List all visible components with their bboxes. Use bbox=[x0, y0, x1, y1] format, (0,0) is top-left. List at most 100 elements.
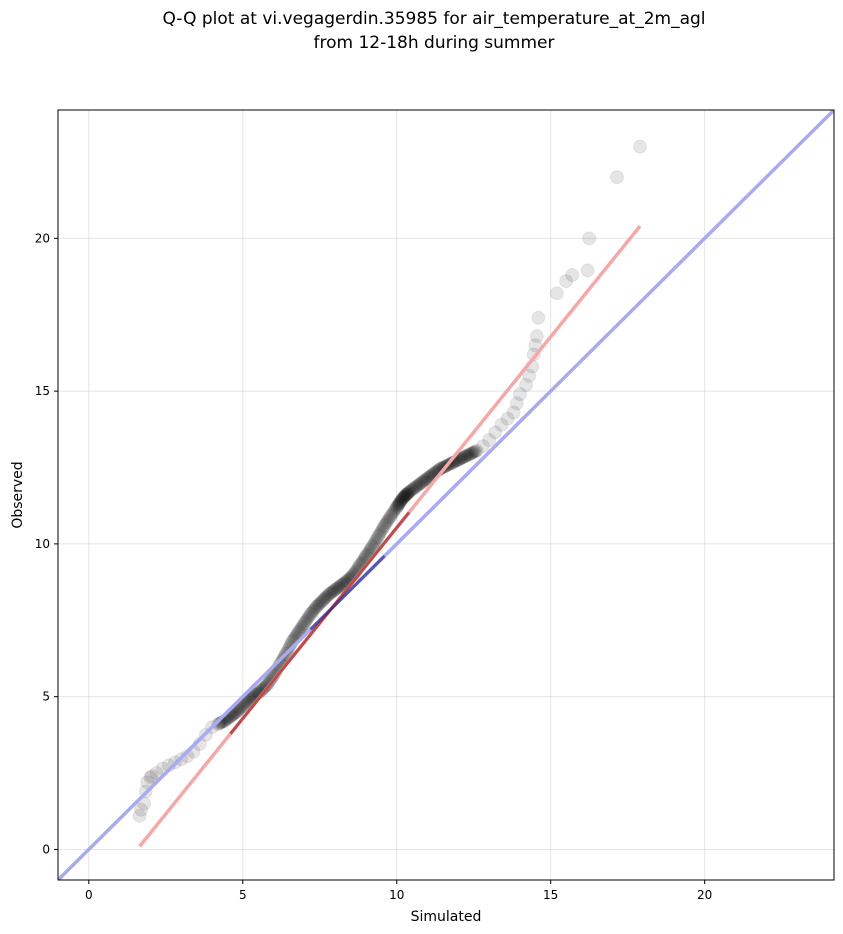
data-point bbox=[383, 511, 397, 525]
data-point bbox=[263, 673, 277, 687]
data-points bbox=[132, 139, 647, 823]
data-point bbox=[459, 449, 473, 463]
data-point bbox=[529, 329, 544, 344]
data-point bbox=[211, 717, 226, 732]
data-point bbox=[258, 679, 272, 693]
data-point bbox=[378, 517, 392, 531]
data-point bbox=[457, 449, 472, 464]
data-point bbox=[387, 505, 401, 519]
data-point bbox=[500, 411, 515, 426]
data-point bbox=[409, 480, 423, 494]
y-tick-label: 0 bbox=[42, 842, 50, 856]
data-point bbox=[395, 493, 409, 507]
data-point bbox=[299, 613, 313, 627]
data-point bbox=[402, 484, 417, 499]
data-point bbox=[565, 268, 580, 282]
data-point bbox=[300, 612, 314, 626]
data-point bbox=[297, 616, 312, 631]
data-point bbox=[306, 605, 320, 619]
data-point bbox=[416, 474, 430, 488]
data-point bbox=[372, 527, 386, 541]
data-point bbox=[295, 619, 309, 633]
data-point bbox=[262, 674, 276, 688]
data-point bbox=[244, 691, 258, 705]
data-point bbox=[212, 717, 226, 731]
data-point bbox=[134, 802, 149, 817]
reference-lines bbox=[58, 110, 834, 880]
data-point bbox=[296, 618, 310, 632]
data-point bbox=[395, 491, 410, 506]
data-point bbox=[559, 274, 574, 289]
data-point bbox=[463, 447, 477, 461]
data-point bbox=[314, 595, 328, 609]
data-point bbox=[403, 484, 417, 498]
data-point bbox=[386, 506, 400, 520]
data-point bbox=[406, 482, 420, 496]
data-point bbox=[137, 796, 152, 811]
data-point bbox=[609, 170, 624, 185]
data-point bbox=[423, 470, 437, 484]
x-tick-label: 0 bbox=[85, 888, 93, 902]
y-tick-label: 20 bbox=[35, 231, 50, 245]
data-point bbox=[232, 703, 246, 717]
axis-ticks: 0 5 10 15 20 0 5 10 15 20 bbox=[35, 231, 713, 902]
data-point bbox=[335, 577, 349, 591]
data-point bbox=[397, 490, 411, 504]
data-point bbox=[468, 445, 482, 459]
data-point bbox=[233, 702, 247, 716]
data-point bbox=[454, 451, 468, 465]
x-tick-label: 15 bbox=[543, 888, 558, 902]
data-point bbox=[313, 596, 327, 610]
data-point bbox=[392, 495, 407, 510]
data-point bbox=[321, 588, 335, 602]
data-point bbox=[364, 541, 378, 555]
identity-line bbox=[58, 110, 834, 880]
data-point bbox=[414, 475, 429, 490]
data-point bbox=[333, 579, 347, 593]
data-point bbox=[361, 546, 375, 560]
data-point bbox=[368, 535, 382, 549]
data-point bbox=[455, 451, 469, 465]
data-point bbox=[321, 587, 336, 602]
data-point bbox=[389, 502, 403, 516]
data-point bbox=[462, 448, 476, 462]
data-point bbox=[366, 538, 380, 552]
data-point bbox=[434, 462, 448, 476]
data-point bbox=[391, 498, 405, 512]
data-point bbox=[392, 496, 406, 510]
data-point bbox=[399, 487, 413, 501]
data-point bbox=[394, 493, 408, 507]
data-point bbox=[393, 495, 407, 509]
data-point bbox=[392, 497, 406, 511]
data-point bbox=[407, 481, 421, 495]
data-point bbox=[469, 443, 484, 458]
x-tick-label: 10 bbox=[389, 888, 404, 902]
data-point bbox=[303, 607, 318, 622]
data-point bbox=[390, 499, 404, 513]
data-point bbox=[332, 580, 346, 594]
data-point bbox=[415, 475, 429, 489]
data-point bbox=[330, 581, 344, 595]
data-point bbox=[410, 479, 424, 493]
data-point bbox=[328, 582, 343, 597]
data-point bbox=[398, 488, 413, 502]
data-point bbox=[302, 609, 316, 623]
data-point bbox=[389, 500, 404, 515]
data-point bbox=[417, 473, 431, 487]
data-point bbox=[408, 480, 423, 495]
data-point bbox=[315, 594, 329, 608]
data-point bbox=[391, 499, 405, 513]
data-point bbox=[396, 491, 410, 505]
data-point bbox=[257, 681, 271, 694]
data-point bbox=[362, 545, 376, 559]
data-point bbox=[466, 446, 480, 460]
data-point bbox=[404, 483, 418, 497]
data-point bbox=[401, 486, 415, 500]
data-point bbox=[307, 603, 321, 617]
data-point bbox=[308, 602, 322, 616]
data-point bbox=[376, 520, 390, 534]
data-point bbox=[235, 700, 249, 714]
data-point bbox=[633, 139, 647, 154]
data-point bbox=[323, 587, 337, 601]
data-point bbox=[401, 486, 415, 500]
